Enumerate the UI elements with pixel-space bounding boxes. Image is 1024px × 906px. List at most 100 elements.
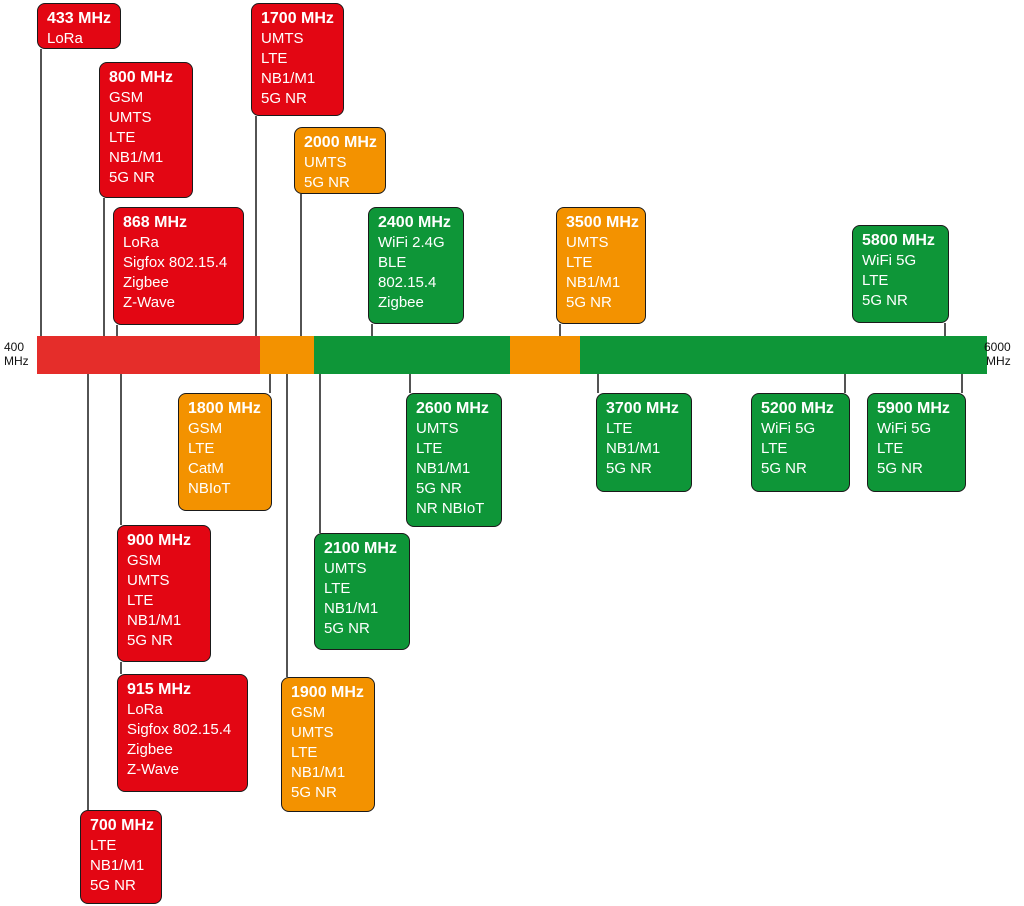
band-technology: WiFi 2.4G (378, 234, 445, 251)
band-box-800-mhz: 800 MHz GSM UMTS LTE NB1/M1 5G NR (99, 62, 193, 198)
band-technology: LTE (90, 837, 117, 854)
band-frequency: 900 MHz (127, 532, 192, 549)
band-box-433-mhz: 433 MHz LoRa (37, 3, 121, 49)
band-technology: LTE (188, 440, 215, 457)
band-technology: Sigfox 802.15.4 (123, 254, 228, 271)
band-technology: UMTS (566, 234, 609, 251)
band-box-5900-mhz: 5900 MHz WiFi 5G LTE 5G NR (867, 393, 966, 492)
band-technology: LoRa (123, 234, 159, 251)
bar-segment-orange (510, 336, 580, 374)
band-technology: CatM (188, 460, 224, 477)
band-box-1800-mhz: 1800 MHz GSM LTE CatM NBIoT (178, 393, 272, 511)
band-frequency: 3500 MHz (566, 214, 639, 231)
band-frequency: 3700 MHz (606, 400, 679, 417)
band-technology: UMTS (261, 30, 304, 47)
axis-max-label: 6000 MHz (984, 340, 1011, 368)
band-technology: NBIoT (188, 480, 231, 497)
band-technology: Sigfox 802.15.4 (127, 721, 232, 738)
band-technology: 5G NR (324, 620, 370, 637)
band-technology: UMTS (109, 109, 152, 126)
band-technology: LTE (416, 440, 443, 457)
band-box-1700-mhz: 1700 MHz UMTS LTE NB1/M1 5G NR (251, 3, 344, 116)
band-frequency: 1900 MHz (291, 684, 364, 701)
band-technology: UMTS (416, 420, 459, 437)
band-box-1900-mhz: 1900 MHz GSM UMTS LTE NB1/M1 5G NR (281, 677, 375, 812)
band-frequency: 2400 MHz (378, 214, 451, 231)
band-technology: NB1/M1 (127, 612, 182, 629)
bar-segment-red (37, 336, 260, 374)
band-technology: UMTS (127, 572, 170, 589)
band-technology: GSM (109, 89, 144, 106)
band-technology: LTE (862, 272, 889, 289)
band-technology: NB1/M1 (90, 857, 145, 874)
band-technology: LTE (324, 580, 351, 597)
band-technology: Z-Wave (123, 294, 175, 311)
band-technology: GSM (291, 704, 326, 721)
band-box-2400-mhz: 2400 MHz WiFi 2.4G BLE 802.15.4 Zigbee (368, 207, 464, 324)
band-technology: Zigbee (378, 294, 424, 311)
band-technology: UMTS (291, 724, 334, 741)
band-technology: NB1/M1 (109, 149, 164, 166)
band-box-5200-mhz: 5200 MHz WiFi 5G LTE 5G NR (751, 393, 850, 492)
band-technology: Z-Wave (127, 761, 179, 778)
band-technology: 5G NR (304, 174, 350, 191)
band-technology: 5G NR (109, 169, 155, 186)
band-technology: NB1/M1 (291, 764, 346, 781)
band-technology: 5G NR (761, 460, 807, 477)
band-frequency: 2600 MHz (416, 400, 489, 417)
band-technology: LTE (566, 254, 593, 271)
band-frequency: 700 MHz (90, 817, 155, 834)
band-technology: Zigbee (123, 274, 169, 291)
band-technology: 5G NR (606, 460, 652, 477)
band-technology: NR NBIoT (416, 500, 485, 517)
band-technology: 5G NR (416, 480, 462, 497)
band-technology: NB1/M1 (606, 440, 661, 457)
band-technology: LTE (261, 50, 288, 67)
band-frequency: 433 MHz (47, 10, 112, 27)
axis-min-value: 400 (4, 340, 25, 354)
band-frequency: 2100 MHz (324, 540, 397, 557)
band-box-868-mhz: 868 MHz LoRa Sigfox 802.15.4 Zigbee Z-Wave (113, 207, 244, 325)
band-technology: UMTS (324, 560, 367, 577)
band-box-3700-mhz: 3700 MHz LTE NB1/M1 5G NR (596, 393, 692, 492)
band-technology: WiFi 5G (877, 420, 932, 437)
bar-segment-green (580, 336, 987, 374)
band-box-2000-mhz: 2000 MHz UMTS 5G NR (294, 127, 386, 194)
band-technology: 5G NR (127, 632, 173, 649)
band-technology: WiFi 5G (862, 252, 917, 269)
band-box-2100-mhz: 2100 MHz UMTS LTE NB1/M1 5G NR (314, 533, 410, 650)
band-technology: NB1/M1 (566, 274, 621, 291)
band-box-5800-mhz: 5800 MHz WiFi 5G LTE 5G NR (852, 225, 949, 323)
band-technology: NB1/M1 (261, 70, 316, 87)
band-technology: UMTS (304, 154, 347, 171)
band-technology: 5G NR (877, 460, 923, 477)
band-technology: 5G NR (90, 877, 136, 894)
band-technology: LTE (877, 440, 904, 457)
band-box-2600-mhz: 2600 MHz UMTS LTE NB1/M1 5G NR NR NBIoT (406, 393, 502, 527)
band-technology: LTE (606, 420, 633, 437)
band-technology: LTE (109, 129, 136, 146)
bar-segment-green (314, 336, 510, 374)
band-technology: 5G NR (261, 90, 307, 107)
band-technology: BLE (378, 254, 407, 271)
band-technology: LTE (291, 744, 318, 761)
band-box-915-mhz: 915 MHz LoRa Sigfox 802.15.4 Zigbee Z-Wave (117, 674, 248, 792)
band-frequency: 868 MHz (123, 214, 188, 231)
band-technology: Zigbee (127, 741, 173, 758)
band-technology: LoRa (127, 701, 163, 718)
band-technology: NB1/M1 (324, 600, 379, 617)
axis-min-label: 400 MHz (4, 340, 29, 368)
band-technology: 5G NR (291, 784, 337, 801)
band-box-700-mhz: 700 MHz LTE NB1/M1 5G NR (80, 810, 162, 904)
band-technology: NB1/M1 (416, 460, 471, 477)
band-technology: LTE (761, 440, 788, 457)
band-frequency: 5800 MHz (862, 232, 935, 249)
band-frequency: 1700 MHz (261, 10, 334, 27)
band-technology: 5G NR (862, 292, 908, 309)
band-technology: GSM (188, 420, 223, 437)
bar-segment-orange (260, 336, 314, 374)
band-frequency: 800 MHz (109, 69, 174, 86)
band-technology: LoRa (47, 30, 83, 47)
